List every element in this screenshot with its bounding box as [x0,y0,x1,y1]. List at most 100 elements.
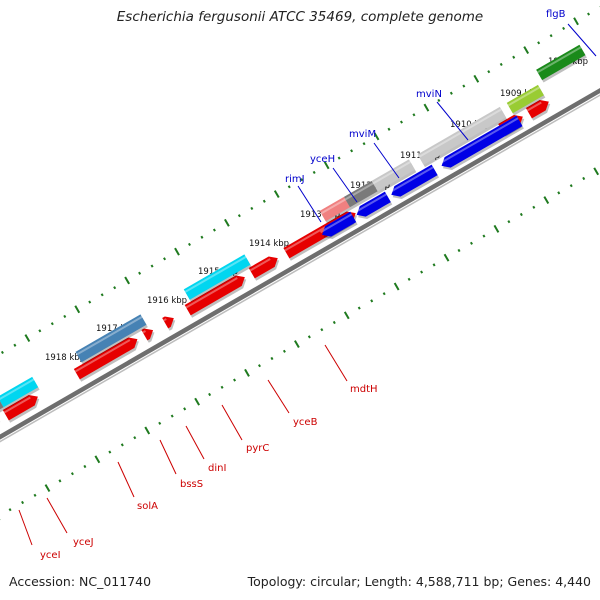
outer-tick [300,178,304,182]
inner-tick [21,500,25,505]
feature-cyan-block [0,376,40,410]
inner-tick [532,205,536,209]
outer-tick [174,247,180,256]
outer-tick [487,70,491,74]
gene-label-bssS: bssS [180,479,203,490]
feature-mviN-block [417,106,508,168]
outer-tick [212,228,216,232]
outer-tick [187,242,191,247]
gene-label-yceB-leader [267,379,290,414]
gene-label-yceJ: yceJ [73,537,94,548]
gene-label-pyrC: pyrC [246,443,269,454]
inner-tick [170,414,174,418]
outer-tick [63,314,67,319]
gene-label-solA: solA [137,501,158,512]
kbp-label: 1916 kbp [147,296,187,306]
inner-tick [120,443,124,447]
inner-tick [244,368,250,377]
feature-steelblue-block [75,314,148,365]
outer-tick [537,41,541,45]
inner-tick [420,270,424,274]
gene-label-mviM-leader [373,142,400,179]
outer-tick [523,46,530,55]
gene-label-yceB: yceB [293,417,318,428]
inner-tick [233,378,237,382]
inner-tick [320,328,324,332]
feature-yceB-arrow [248,256,280,281]
outer-tick [250,206,254,211]
inner-tick [493,224,500,233]
outer-tick [273,190,280,199]
kbp-label: 1918 kbp [45,353,85,363]
feature-pyrC-arrow [184,275,247,318]
inner-tick [357,306,361,310]
gene-label-solA-leader [117,461,135,498]
outer-tick [473,74,480,83]
gene-label-mdtH-leader [324,344,348,382]
gene-label-pyrC-leader [221,404,243,441]
outer-tick [412,113,416,117]
outer-tick [337,156,341,160]
backbone-line-inner [0,94,600,443]
feature-flgB-block [536,44,587,83]
inner-tick [582,176,586,181]
inner-tick [393,282,400,291]
outer-tick [362,142,366,146]
feature-solA-arrow [73,337,139,382]
feature-bssS-arrow [141,328,155,343]
gene-label-flgB: flgB [546,9,566,20]
outer-tick [350,149,354,153]
feature-green-block [506,84,546,116]
outer-tick [287,185,291,189]
outer-tick [399,120,403,124]
inner-tick [519,212,523,217]
gene-label-yceJ-leader [46,497,68,534]
gene-label-yceI-leader [18,509,33,546]
inner-tick [332,320,336,325]
gene-label-bssS-leader [159,439,177,475]
outer-tick [74,305,81,314]
gene-label-dinI: dinI [208,463,226,474]
inner-tick [593,167,600,176]
feature-blue-arrow [354,191,393,219]
outer-tick [0,350,4,355]
inner-tick [257,364,261,368]
inner-tick [432,263,436,267]
outer-tick [113,286,117,290]
outer-tick [237,214,241,218]
outer-tick [449,91,453,95]
kbp-ticks [0,5,600,521]
inner-tick [543,196,550,205]
inner-tick [158,421,162,425]
inner-tick [220,385,224,389]
gene-label-mviM: mviM [349,129,376,140]
inner-tick [507,220,511,224]
outer-tick [587,12,591,16]
outer-tick [163,257,167,261]
inner-tick [370,299,374,303]
inner-tick [133,436,137,440]
backbone-line-outer [0,87,600,440]
inner-tick [469,241,473,245]
outer-tick [200,235,204,239]
gene-label-yceH: yceH [310,154,335,165]
inner-tick [270,356,274,361]
outer-tick [88,300,92,304]
inner-tick [8,508,12,512]
outer-tick [462,84,466,88]
outer-tick [150,264,154,268]
feature-blue-arrow [439,115,524,170]
inner-tick [83,464,87,469]
inner-tick [557,191,561,195]
inner-tick [108,450,112,454]
inner-tick [282,349,286,353]
feature-dinI-arrow [162,316,176,331]
inner-tick [58,479,62,483]
inner-tick [208,392,212,397]
inner-tick [94,455,101,464]
feature-blue-arrow [389,164,440,199]
feature-mviM-block [371,159,417,194]
inner-tick [294,340,300,349]
gene-label-dinI-leader [185,425,205,460]
